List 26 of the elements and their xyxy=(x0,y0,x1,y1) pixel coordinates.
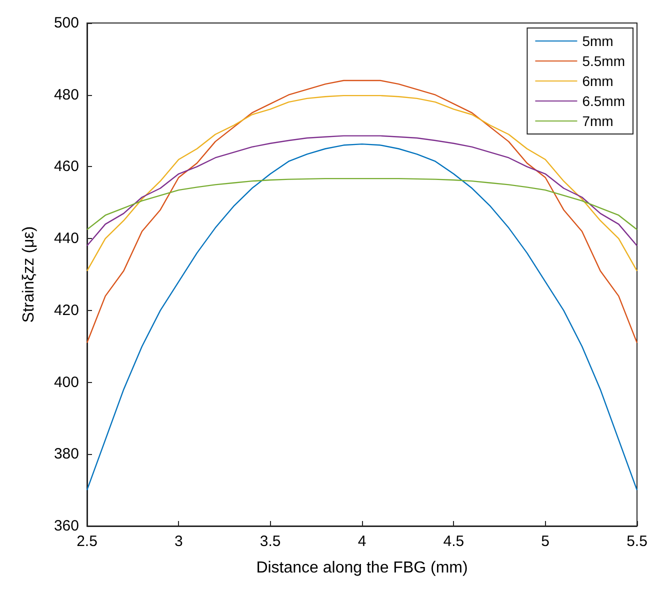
x-axis-title: Distance along the FBG (mm) xyxy=(256,560,468,576)
y-tick-label: 360 xyxy=(54,518,79,534)
y-tick-label: 420 xyxy=(54,302,79,319)
x-tick-label: 4.5 xyxy=(443,533,464,550)
line-series xyxy=(86,135,638,246)
y-tick-label: 500 xyxy=(54,14,79,32)
line-series xyxy=(86,94,638,272)
x-tick-label: 5.5 xyxy=(626,533,648,550)
legend-label: 7mm xyxy=(582,113,614,129)
y-tick-label: 380 xyxy=(54,446,79,463)
legend-label: 6.5mm xyxy=(582,93,626,109)
y-tick-label: 460 xyxy=(54,158,79,176)
y-tick-label: 400 xyxy=(54,374,79,391)
legend-label: 6mm xyxy=(582,73,614,89)
x-tick-label: 3 xyxy=(174,533,183,550)
x-tick-label: 4 xyxy=(358,533,366,550)
y-tick-label: 480 xyxy=(54,86,79,104)
legend-label: 5.5mm xyxy=(582,53,626,69)
line-series xyxy=(86,143,638,491)
legend-label: 5mm xyxy=(582,33,614,49)
x-tick-label: 5 xyxy=(541,533,550,550)
y-tick-label: 440 xyxy=(54,230,79,248)
x-tick-label: 2.5 xyxy=(76,533,98,550)
y-axis-title: Strainξzz (με) xyxy=(20,226,38,323)
x-tick-label: 3.5 xyxy=(260,533,281,550)
line-series xyxy=(86,178,638,230)
